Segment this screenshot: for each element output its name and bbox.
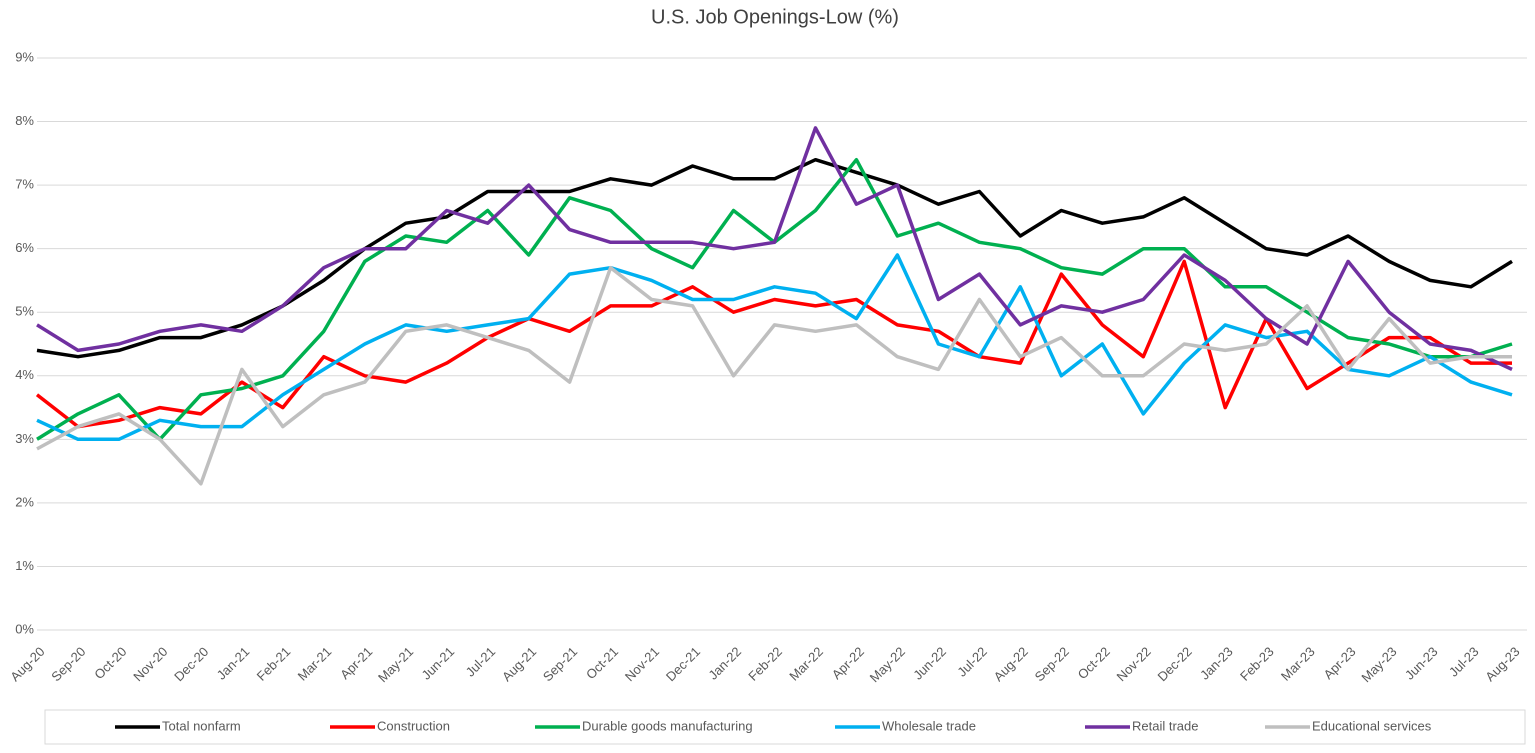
x-tick-label: Nov-21 [622,644,662,684]
x-tick-label: Mar-21 [295,644,335,684]
x-tick-label: May-22 [867,644,908,685]
legend-label: Durable goods manufacturing [582,718,753,733]
x-tick-label: May-21 [375,644,416,685]
x-tick-label: Feb-23 [1237,644,1277,684]
y-tick-label: 6% [15,240,34,255]
series-line [36,265,1512,486]
x-tick-label: Nov-20 [130,644,170,684]
x-tick-label: Apr-23 [1320,644,1358,682]
y-tick-label: 8% [15,113,34,128]
legend-label: Educational services [1312,718,1432,733]
x-tick-label: May-23 [1358,644,1399,685]
x-tick-label: Apr-21 [337,644,375,682]
x-tick-label: Jun-21 [419,644,458,683]
x-tick-label: Jan-23 [1197,644,1236,683]
x-tick-label: Aug-21 [499,644,539,684]
x-tick-label: Jul-23 [1446,644,1482,680]
y-tick-label: 2% [15,494,34,509]
x-tick-label: Feb-22 [745,644,785,684]
x-tick-label: Sep-21 [540,644,580,684]
x-tick-label: Sep-20 [48,644,88,684]
x-tick-label: Aug-23 [1482,644,1522,684]
x-tick-label: Oct-22 [1075,644,1113,682]
y-tick-label: 3% [15,431,34,446]
series-line [36,126,1513,371]
x-tick-label: Aug-22 [991,644,1031,684]
x-tick-label: Feb-21 [254,644,294,684]
y-tick-label: 0% [15,621,34,636]
y-tick-label: 4% [15,367,34,382]
series-line [36,253,1513,442]
x-tick-label: Jun-22 [910,644,949,683]
y-tick-label: 1% [15,558,34,573]
chart-title: U.S. Job Openings-Low (%) [651,6,899,28]
x-tick-label: Dec-20 [171,644,211,684]
x-tick-label: Jun-23 [1402,644,1441,683]
y-tick-label: 7% [15,177,34,192]
x-tick-label: Apr-22 [829,644,867,682]
x-tick-label: Mar-23 [1278,644,1318,684]
y-tick-label: 9% [15,49,34,64]
x-tick-label: Dec-21 [663,644,703,684]
x-tick-label: Sep-22 [1032,644,1072,684]
x-tick-label: Dec-22 [1155,644,1195,684]
x-tick-label: Oct-21 [583,644,621,682]
x-tick-label: Aug-20 [7,644,47,684]
x-tick-label: Oct-20 [91,644,129,682]
legend-label: Wholesale trade [882,718,976,733]
legend-box [44,709,1526,745]
x-tick-label: Jul-21 [463,644,499,680]
x-tick-label: Jan-22 [705,644,744,683]
x-tick-label: Jan-21 [214,644,253,683]
x-tick-label: Nov-22 [1114,644,1154,684]
y-tick-label: 5% [15,304,34,319]
x-tick-label: Jul-22 [954,644,990,680]
legend-label: Retail trade [1132,718,1198,733]
x-tick-label: Mar-22 [786,644,826,684]
legend-label: Total nonfarm [162,718,241,733]
legend-label: Construction [377,718,450,733]
